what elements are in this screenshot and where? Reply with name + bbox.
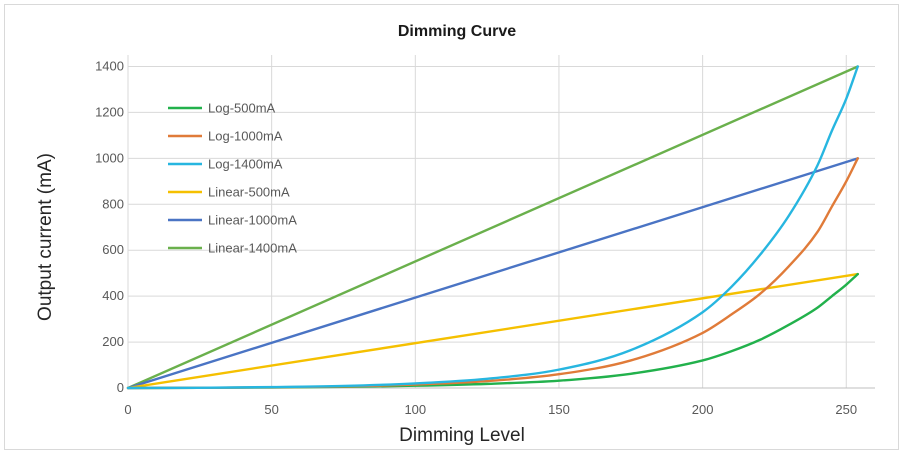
series-line-log-1400ma	[126, 65, 859, 390]
legend-label-log-1400ma: Log-1400mA	[208, 157, 283, 172]
y-tick-label: 1200	[95, 104, 124, 119]
axes: 0 200 400 600 800 1000 1200 1400 0 50 100 150 200 250	[95, 55, 875, 417]
y-axis-title: Output current (mA)	[35, 153, 56, 321]
legend-label-linear-500ma: Linear-500mA	[208, 185, 290, 200]
legend: Log-500mA Log-1000mA Log-1400mA Linear-500m…	[168, 101, 297, 256]
y-tick-label: 200	[102, 334, 124, 349]
x-tick-label: 100	[404, 402, 426, 417]
legend-label-linear-1400ma: Linear-1400mA	[208, 241, 297, 256]
x-tick-label: 0	[124, 402, 131, 417]
grid	[128, 55, 875, 388]
x-axis-title: Dimming Level	[399, 425, 525, 446]
y-tick-label: 600	[102, 242, 124, 257]
series-line-linear-1000ma	[126, 157, 859, 390]
y-tick-label: 1000	[95, 150, 124, 165]
series-layer	[126, 65, 859, 390]
x-tick-label: 50	[264, 402, 278, 417]
legend-label-log-500ma: Log-500mA	[208, 101, 276, 116]
y-tick-label: 0	[117, 380, 124, 395]
line-chart: Dimming Curve 02004006008001000120014000…	[35, 23, 875, 446]
y-tick-label: 400	[102, 288, 124, 303]
chart-frame: Dimming Curve 0 200 400 600 800 1000 1200 1400 0…	[4, 4, 899, 450]
y-tick-label: 1400	[95, 58, 124, 73]
legend-label-log-1000ma: Log-1000mA	[208, 129, 283, 144]
y-tick-label: 800	[102, 196, 124, 211]
chart-title: Dimming Curve	[398, 23, 516, 40]
x-tick-label: 150	[548, 402, 570, 417]
x-tick-label: 250	[835, 402, 857, 417]
x-tick-label: 200	[692, 402, 714, 417]
series-line-linear-500ma	[126, 272, 859, 390]
series-line-linear-1400ma	[126, 65, 859, 390]
legend-label-linear-1000ma: Linear-1000mA	[208, 213, 297, 228]
